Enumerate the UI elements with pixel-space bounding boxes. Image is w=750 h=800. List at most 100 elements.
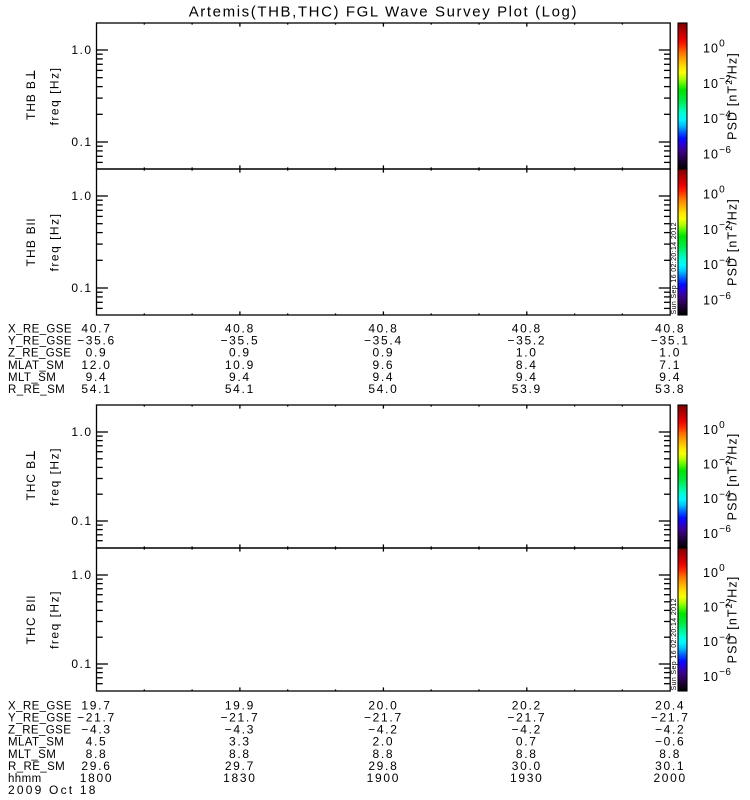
svg-text:2000: 2000 <box>653 771 687 785</box>
svg-text:9.6: 9.6 <box>373 358 395 372</box>
svg-text:20.2: 20.2 <box>512 699 542 713</box>
svg-text:19.9: 19.9 <box>225 699 255 713</box>
svg-text:1800: 1800 <box>80 771 114 785</box>
svg-text:−21.7: −21.7 <box>77 711 116 725</box>
svg-text:Z_RE_GSE: Z_RE_GSE <box>8 725 71 737</box>
svg-text:1.0: 1.0 <box>659 346 681 360</box>
svg-text:0.1: 0.1 <box>71 514 92 528</box>
svg-text:54.1: 54.1 <box>81 382 111 396</box>
svg-text:freq [Hz]: freq [Hz] <box>48 213 62 272</box>
svg-text:Y_RE_GSE: Y_RE_GSE <box>8 336 72 348</box>
svg-text:−21.7: −21.7 <box>507 711 546 725</box>
svg-text:−21.7: −21.7 <box>220 711 259 725</box>
svg-text:Sun Sep 16 02:20:14 2012: Sun Sep 16 02:20:14 2012 <box>671 222 678 314</box>
svg-text:−4.3: −4.3 <box>225 723 256 737</box>
svg-text:Sun Sep 16 02:20:14 2012: Sun Sep 16 02:20:14 2012 <box>671 598 678 690</box>
svg-text:freq [Hz]: freq [Hz] <box>48 590 62 649</box>
svg-text:54.1: 54.1 <box>225 382 255 396</box>
svg-text:−35.6: −35.6 <box>77 334 116 348</box>
svg-text:−4.2: −4.2 <box>512 723 543 737</box>
svg-text:0.1: 0.1 <box>71 135 92 149</box>
svg-text:8.8: 8.8 <box>659 747 681 761</box>
svg-text:1.0: 1.0 <box>71 189 92 203</box>
svg-text:9.4: 9.4 <box>229 370 251 384</box>
svg-text:hhmm: hhmm <box>8 773 42 785</box>
svg-text:−4.2: −4.2 <box>368 723 399 737</box>
svg-text:8.8: 8.8 <box>373 747 395 761</box>
svg-text:−4.2: −4.2 <box>655 723 686 737</box>
svg-text:R_RE_SM: R_RE_SM <box>8 761 65 773</box>
svg-text:0.9: 0.9 <box>229 346 251 360</box>
svg-text:9.4: 9.4 <box>86 370 108 384</box>
svg-text:−35.2: −35.2 <box>507 334 546 348</box>
svg-text:40.8: 40.8 <box>512 322 542 336</box>
svg-text:8.8: 8.8 <box>229 747 251 761</box>
svg-text:7.1: 7.1 <box>659 358 681 372</box>
svg-text:40.7: 40.7 <box>81 322 111 336</box>
svg-text:PSD [nT2/Hz]: PSD [nT2/Hz] <box>724 576 739 664</box>
svg-text:8.8: 8.8 <box>86 747 108 761</box>
svg-text:−35.1: −35.1 <box>651 334 690 348</box>
svg-text:MLT_SM: MLT_SM <box>8 372 56 384</box>
svg-text:19.7: 19.7 <box>81 699 111 713</box>
svg-text:0.9: 0.9 <box>86 346 108 360</box>
svg-text:THC B: THC B <box>24 460 38 501</box>
svg-text:Z_RE_GSE: Z_RE_GSE <box>8 348 71 360</box>
svg-text:−4.3: −4.3 <box>81 723 112 737</box>
svg-text:53.8: 53.8 <box>655 382 685 396</box>
svg-text:0.1: 0.1 <box>71 657 92 671</box>
svg-text:12.0: 12.0 <box>81 358 111 372</box>
svg-text:2.0: 2.0 <box>373 735 395 749</box>
svg-text:8.4: 8.4 <box>516 358 538 372</box>
svg-text:40.8: 40.8 <box>368 322 398 336</box>
svg-text:Y_RE_GSE: Y_RE_GSE <box>8 713 72 725</box>
svg-text:−35.5: −35.5 <box>220 334 259 348</box>
svg-text:PSD [nT2/Hz]: PSD [nT2/Hz] <box>724 198 739 286</box>
svg-text:0.1: 0.1 <box>71 281 92 295</box>
svg-text:1.0: 1.0 <box>71 568 92 582</box>
svg-text:54.0: 54.0 <box>368 382 398 396</box>
svg-text:1930: 1930 <box>510 771 544 785</box>
svg-text:PSD [nT2/Hz]: PSD [nT2/Hz] <box>724 52 739 140</box>
svg-text:2009 Oct 18: 2009 Oct 18 <box>8 783 98 797</box>
svg-text:X_RE_GSE: X_RE_GSE <box>8 324 72 336</box>
svg-text:1.0: 1.0 <box>516 346 538 360</box>
svg-text:53.9: 53.9 <box>512 382 542 396</box>
svg-text:1.0: 1.0 <box>71 425 92 439</box>
svg-text:1.0: 1.0 <box>71 43 92 57</box>
svg-text:freq [Hz]: freq [Hz] <box>48 447 62 506</box>
svg-text:29.8: 29.8 <box>368 759 398 773</box>
svg-text:MLAT_SM: MLAT_SM <box>8 737 64 749</box>
svg-text:MLAT_SM: MLAT_SM <box>8 360 64 372</box>
svg-text:20.4: 20.4 <box>655 699 685 713</box>
svg-text:9.4: 9.4 <box>516 370 538 384</box>
svg-text:THC Bll: THC Bll <box>24 595 38 645</box>
svg-text:30.1: 30.1 <box>655 759 685 773</box>
svg-text:−0.6: −0.6 <box>655 735 686 749</box>
svg-text:29.7: 29.7 <box>225 759 255 773</box>
svg-text:freq [Hz]: freq [Hz] <box>48 67 62 126</box>
svg-text:THB Bll: THB Bll <box>24 217 38 266</box>
svg-text:R_RE_SM: R_RE_SM <box>8 384 65 396</box>
svg-text:Artemis(THB,THC) FGL Wave Surv: Artemis(THB,THC) FGL Wave Survey Plot (L… <box>189 4 578 21</box>
svg-text:8.8: 8.8 <box>516 747 538 761</box>
svg-text:40.8: 40.8 <box>655 322 685 336</box>
svg-text:29.6: 29.6 <box>81 759 111 773</box>
svg-text:9.4: 9.4 <box>373 370 395 384</box>
svg-text:40.8: 40.8 <box>225 322 255 336</box>
svg-text:−35.4: −35.4 <box>364 334 403 348</box>
svg-text:PSD [nT2/Hz]: PSD [nT2/Hz] <box>724 433 739 521</box>
svg-text:0.7: 0.7 <box>516 735 538 749</box>
svg-text:20.0: 20.0 <box>368 699 398 713</box>
svg-text:9.4: 9.4 <box>659 370 681 384</box>
svg-text:3.3: 3.3 <box>229 735 251 749</box>
svg-text:0.9: 0.9 <box>373 346 395 360</box>
svg-text:10.9: 10.9 <box>225 358 255 372</box>
svg-text:−21.7: −21.7 <box>651 711 690 725</box>
svg-text:1900: 1900 <box>367 771 401 785</box>
svg-text:X_RE_GSE: X_RE_GSE <box>8 701 72 713</box>
svg-text:4.5: 4.5 <box>86 735 108 749</box>
svg-text:1830: 1830 <box>223 771 257 785</box>
svg-text:THB B: THB B <box>24 80 38 120</box>
svg-text:−21.7: −21.7 <box>364 711 403 725</box>
